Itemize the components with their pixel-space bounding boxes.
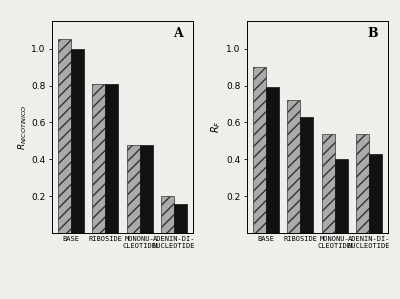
Bar — [300, 117, 313, 233]
Y-axis label: $R_{NICOTINICO}$: $R_{NICOTINICO}$ — [16, 104, 28, 150]
Text: B: B — [368, 27, 378, 40]
Text: A: A — [174, 27, 183, 40]
Bar — [174, 204, 187, 233]
Bar — [58, 39, 71, 233]
Bar — [266, 87, 279, 233]
Bar — [161, 196, 174, 233]
Bar — [71, 49, 84, 233]
Y-axis label: $R_F$: $R_F$ — [210, 121, 224, 133]
Bar — [369, 154, 382, 233]
Bar — [335, 159, 348, 233]
Bar — [92, 84, 105, 233]
Bar — [287, 100, 300, 233]
Bar — [322, 134, 335, 233]
Bar — [140, 145, 153, 233]
Bar — [356, 134, 369, 233]
Bar — [105, 84, 118, 233]
Bar — [253, 67, 266, 233]
Bar — [127, 145, 140, 233]
